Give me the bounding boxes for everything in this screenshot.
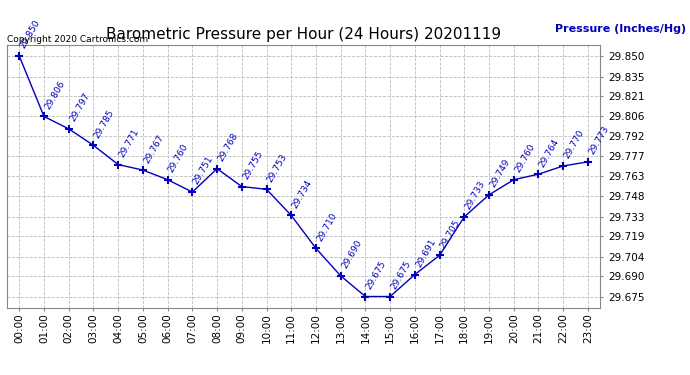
Text: 29.760: 29.760: [167, 142, 190, 174]
Text: 29.733: 29.733: [464, 180, 487, 211]
Text: 29.691: 29.691: [414, 237, 437, 269]
Text: 29.797: 29.797: [68, 92, 91, 123]
Text: 29.768: 29.768: [216, 131, 239, 163]
Text: 29.753: 29.753: [266, 152, 289, 184]
Text: 29.705: 29.705: [439, 218, 462, 250]
Text: Copyright 2020 Cartronics.com: Copyright 2020 Cartronics.com: [7, 35, 148, 44]
Text: 29.806: 29.806: [43, 79, 67, 111]
Text: 29.773: 29.773: [587, 124, 611, 156]
Text: 29.760: 29.760: [513, 142, 536, 174]
Text: 29.770: 29.770: [562, 129, 586, 160]
Text: 29.771: 29.771: [117, 127, 141, 159]
Text: 29.755: 29.755: [241, 149, 264, 181]
Text: 29.690: 29.690: [340, 238, 364, 270]
Text: 29.785: 29.785: [92, 108, 116, 140]
Text: 29.850: 29.850: [19, 19, 42, 51]
Text: Pressure (Inches/Hg): Pressure (Inches/Hg): [555, 24, 687, 34]
Text: 29.749: 29.749: [489, 158, 512, 189]
Text: 29.767: 29.767: [142, 133, 166, 165]
Text: 29.734: 29.734: [290, 178, 314, 210]
Text: 29.675: 29.675: [364, 259, 388, 291]
Title: Barometric Pressure per Hour (24 Hours) 20201119: Barometric Pressure per Hour (24 Hours) …: [106, 27, 501, 42]
Text: 29.764: 29.764: [538, 137, 561, 169]
Text: 29.751: 29.751: [192, 155, 215, 186]
Text: 29.710: 29.710: [315, 211, 339, 243]
Text: 29.675: 29.675: [389, 259, 413, 291]
